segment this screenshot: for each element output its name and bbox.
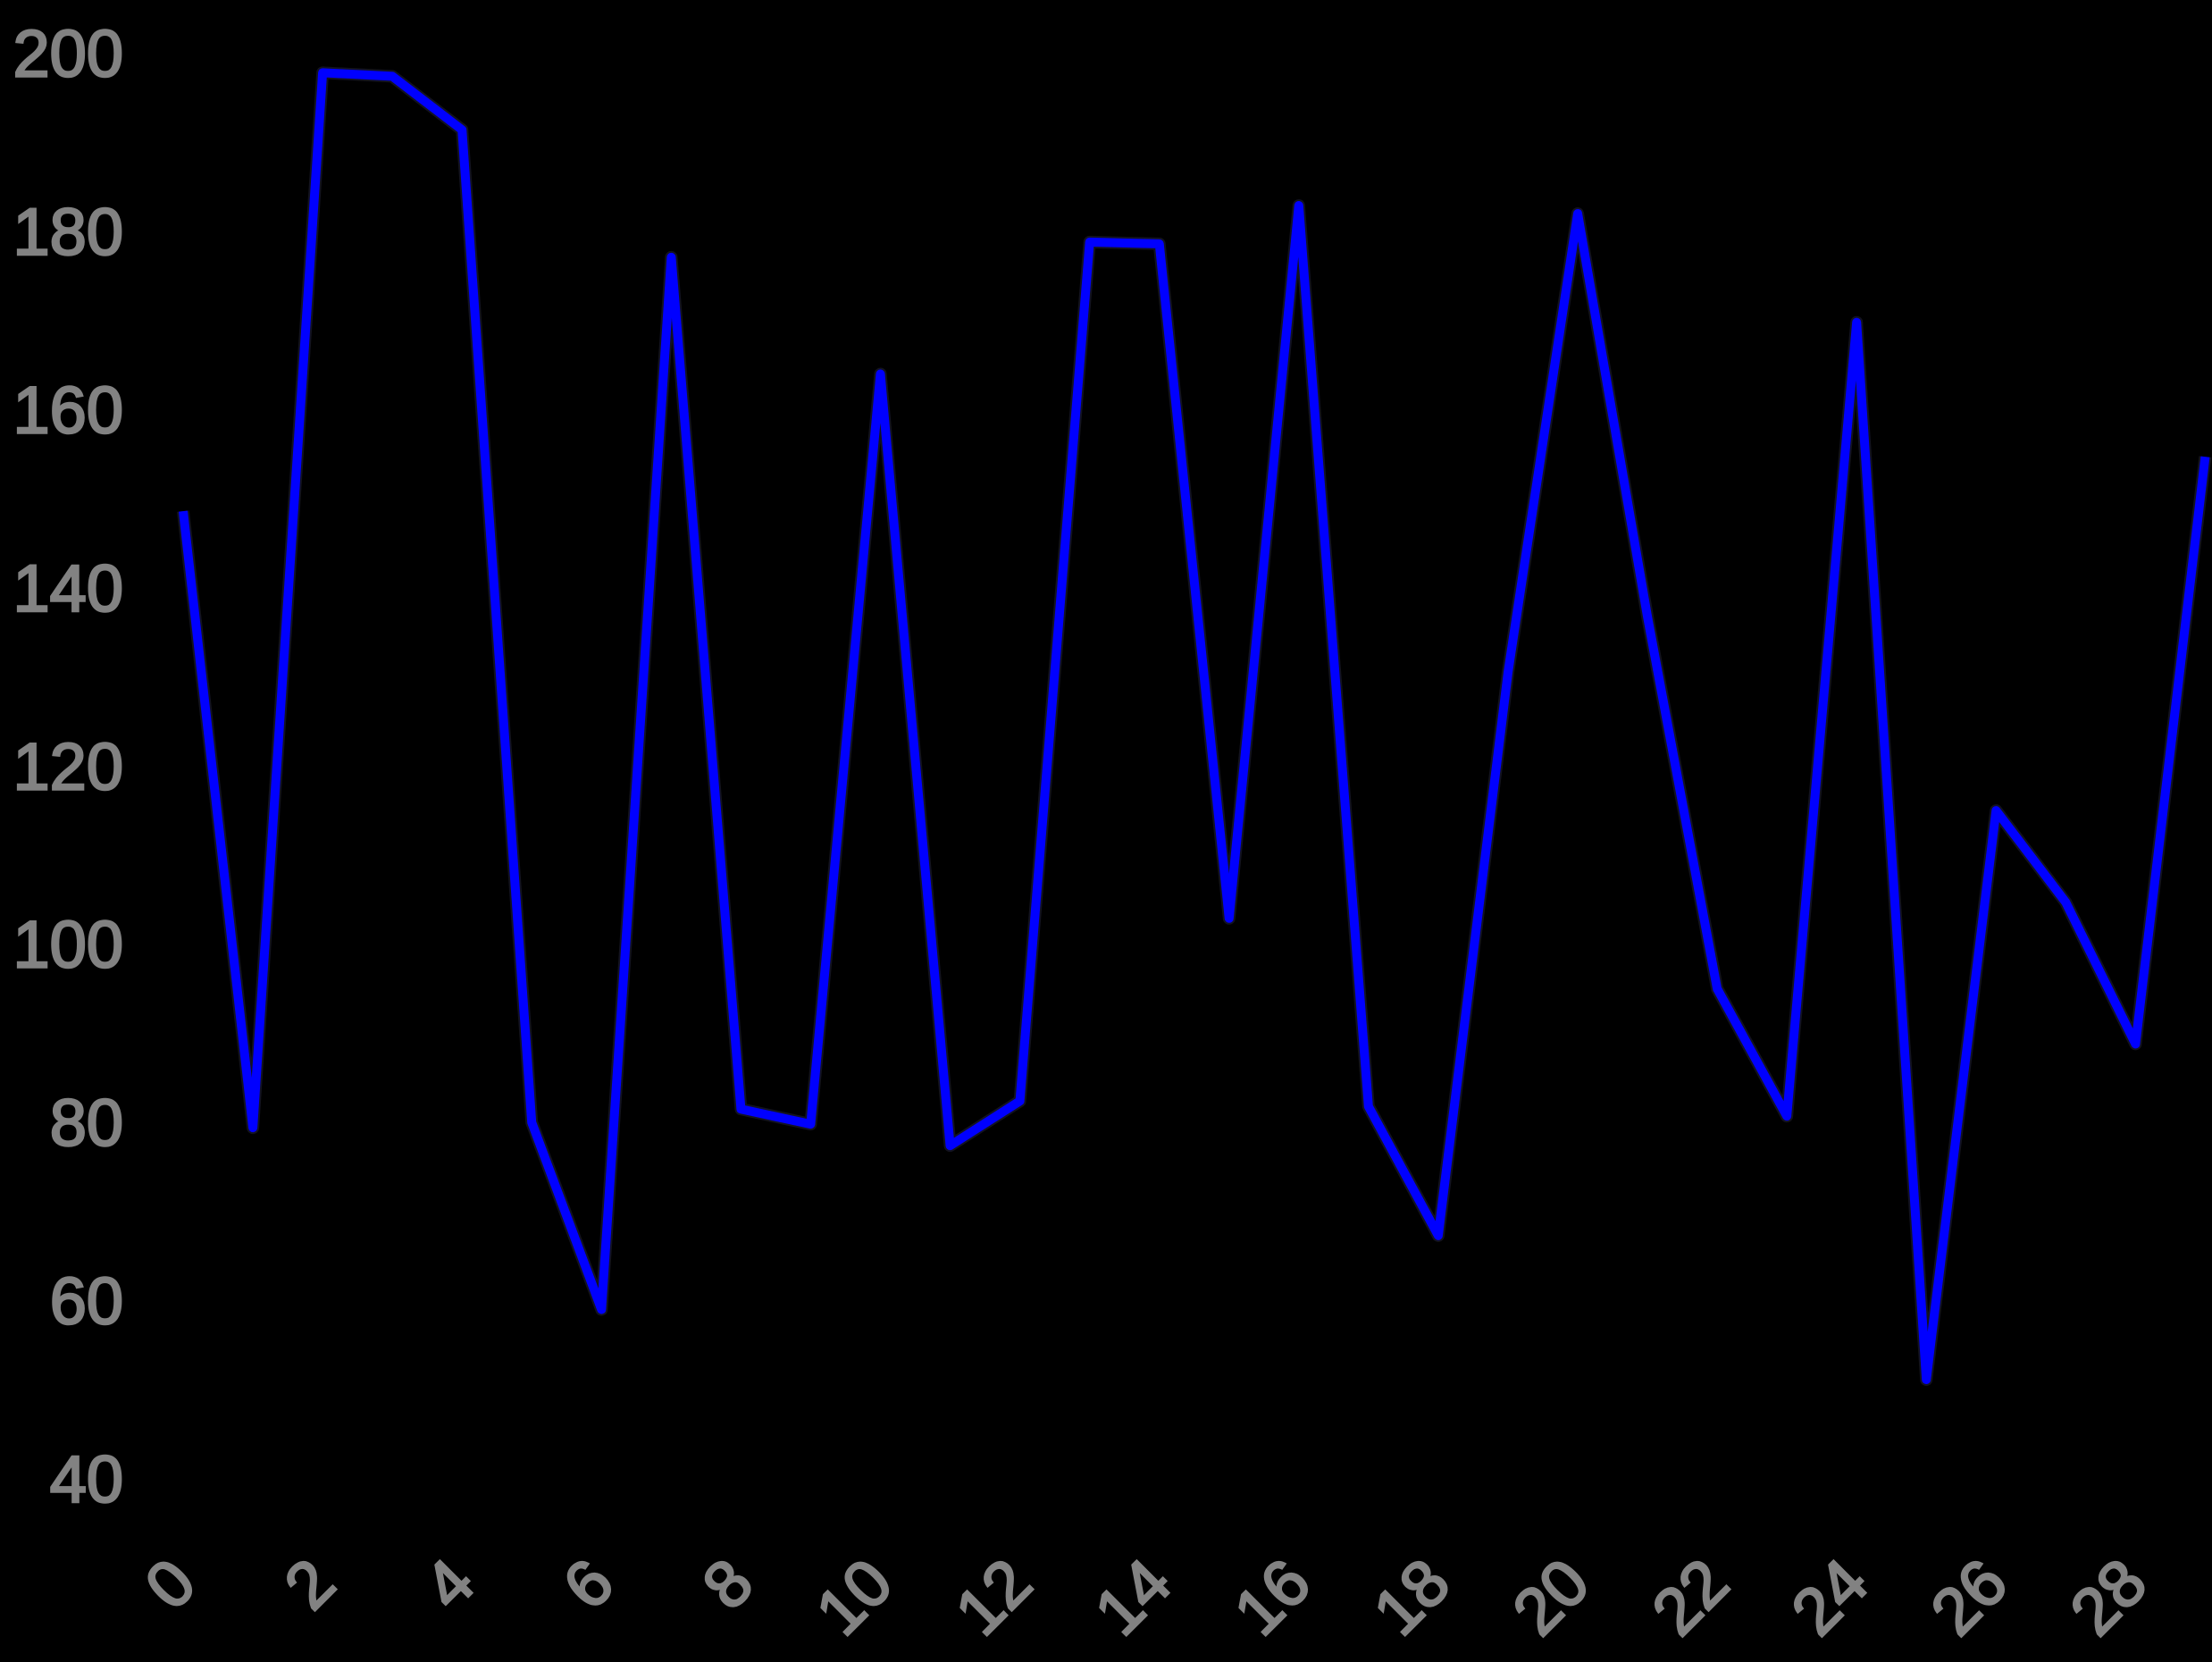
svg-text:180: 180 xyxy=(13,195,123,269)
svg-text:40: 40 xyxy=(50,1442,123,1516)
svg-text:100: 100 xyxy=(13,908,123,982)
svg-text:60: 60 xyxy=(50,1264,123,1339)
svg-text:120: 120 xyxy=(13,729,123,803)
svg-text:160: 160 xyxy=(13,373,123,447)
svg-text:80: 80 xyxy=(50,1086,123,1160)
svg-text:140: 140 xyxy=(13,551,123,625)
svg-text:200: 200 xyxy=(13,17,123,91)
